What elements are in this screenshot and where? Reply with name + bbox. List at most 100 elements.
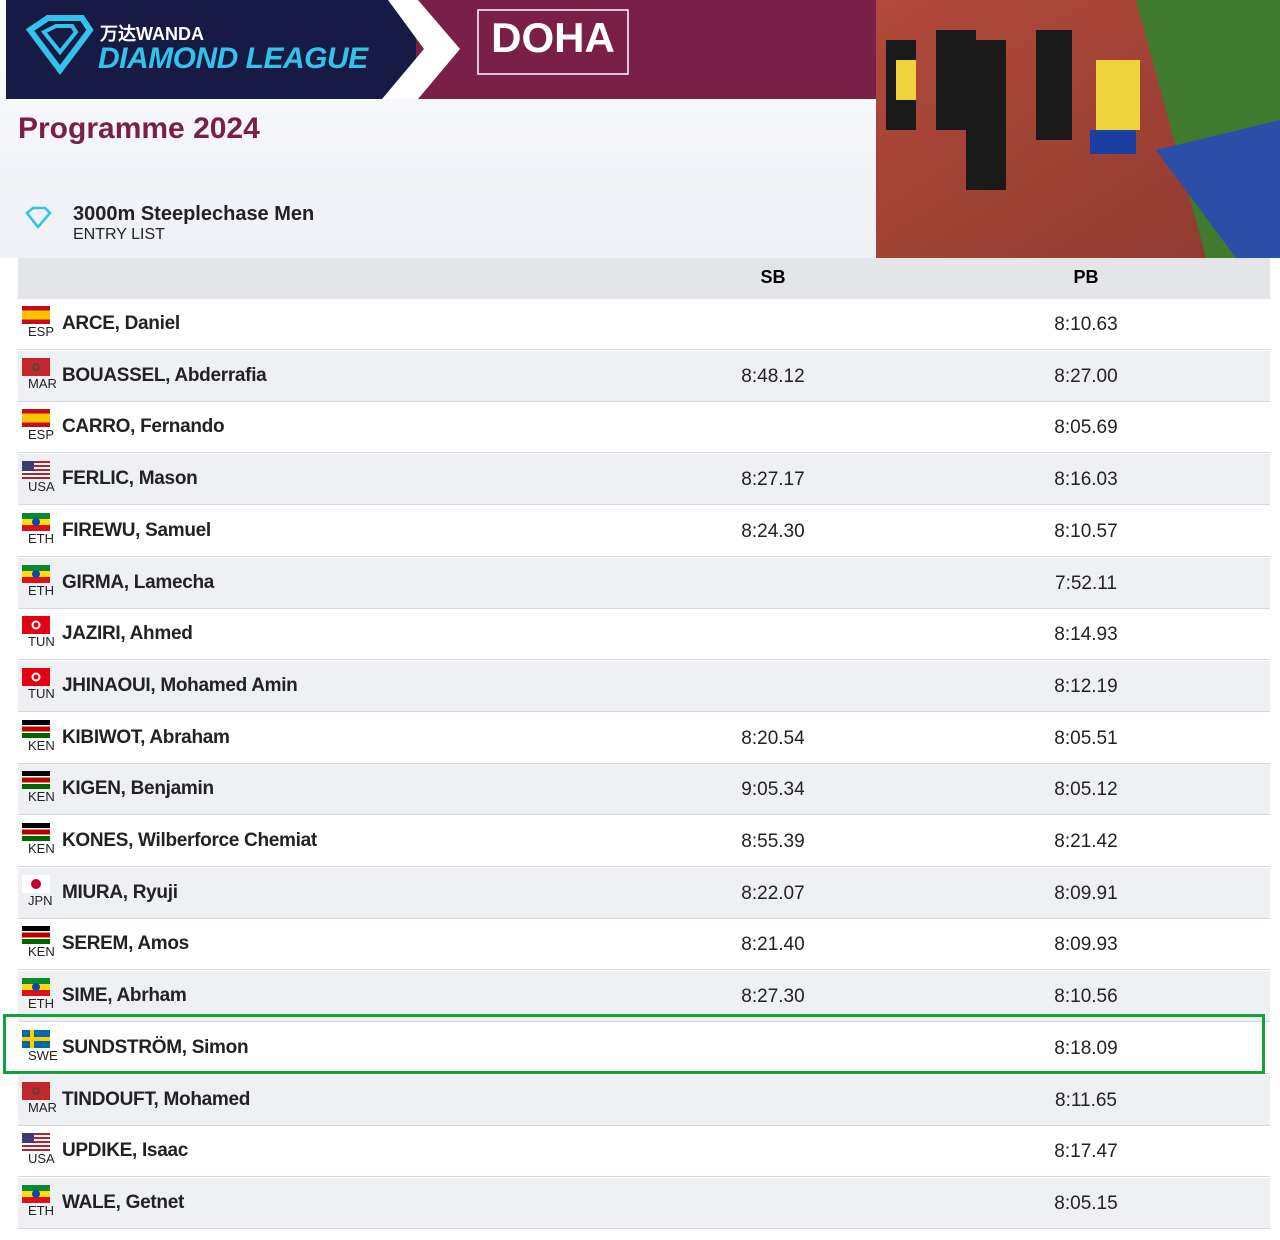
personal-best: 8:10.56 — [1054, 986, 1118, 1008]
athlete-name: SUNDSTRÖM, Simon — [62, 1036, 249, 1058]
personal-best: 8:21.42 — [1054, 831, 1118, 852]
flag — [22, 719, 50, 738]
flag — [22, 409, 50, 428]
country-code: USA — [28, 1151, 55, 1167]
personal-best: 8:05.15 — [1054, 1192, 1118, 1214]
athlete-name: JHINAOUI, Mohamed Amin — [62, 674, 298, 696]
athlete-name: JAZIRI, Ahmed — [62, 623, 193, 645]
country-code: TUN — [28, 685, 55, 701]
banner — [6, 0, 876, 99]
athlete-name: FIREWU, Samuel — [62, 519, 211, 541]
country-code: ESP — [28, 427, 55, 443]
athlete-name: GIRMA, Lamecha — [62, 571, 215, 593]
personal-best: 8:05.12 — [1054, 779, 1118, 801]
athlete-name: TINDOUFT, Mohamed — [62, 1088, 251, 1110]
table-row: ETH GIRMA, Lamecha 7:52.11 — [18, 557, 1270, 609]
season-best: 8:55.39 — [741, 831, 805, 852]
table-row: KEN KONES, Wilberforce Chemiat 8:55.39 8:21… — [18, 816, 1270, 867]
flag — [22, 512, 50, 531]
column-header: SB — [760, 267, 786, 287]
country-code: USA — [28, 479, 55, 495]
flag — [22, 1029, 50, 1048]
flag — [22, 1184, 50, 1203]
flag — [22, 1133, 50, 1152]
brand: DIAMOND LEAGUE — [98, 42, 368, 75]
country-code: SWE — [28, 1047, 58, 1063]
flag — [22, 357, 50, 376]
personal-best: 8:12.19 — [1054, 675, 1118, 697]
flag — [22, 1081, 50, 1100]
athlete-name: WALE, Getnet — [62, 1191, 185, 1213]
personal-best: 8:09.91 — [1054, 882, 1118, 904]
season-best: 9:05.34 — [741, 779, 805, 801]
event-subtitle: ENTRY LIST — [73, 226, 165, 243]
flag — [22, 771, 50, 790]
country-code: ETH — [28, 1202, 54, 1218]
table-row: TUN JHINAOUI, Mohamed Amin 8:12.19 — [18, 660, 1270, 712]
programme-title: Programme 2024 — [18, 112, 260, 145]
table-row: MAR TINDOUFT, Mohamed 8:11.65 — [18, 1074, 1270, 1126]
personal-best: 8:09.93 — [1054, 934, 1118, 956]
table-row: ETH WALE, Getnet 8:05.15 — [18, 1177, 1270, 1229]
flag — [22, 978, 50, 997]
personal-best: 8:10.57 — [1054, 520, 1118, 542]
personal-best: 8:16.03 — [1054, 469, 1118, 491]
table-row: USA UPDIKE, Isaac 8:17.47 — [18, 1126, 1270, 1178]
country-code: ESP — [28, 324, 55, 339]
flag — [22, 306, 50, 324]
athlete-name: KIGEN, Benjamin — [62, 778, 214, 800]
highlight-box — [3, 1014, 1265, 1074]
country-code: KEN — [28, 789, 55, 805]
athlete-name: CARRO, Fernando — [62, 416, 225, 438]
brand-small: 万达WANDA — [100, 24, 204, 44]
table-row: ESP ARCE, Daniel 8:10.63 — [18, 299, 1270, 350]
athlete-name: SIME, Abrham — [62, 985, 187, 1007]
table-row: ETH SIME, Abrham 8:27.30 8:10.56 — [18, 971, 1270, 1023]
country-code: ETH — [28, 530, 54, 546]
table-header: SB PB — [18, 258, 1270, 300]
table-row: KEN SEREM, Amos 8:21.40 8:09.93 — [18, 919, 1270, 971]
personal-best: 8:05.69 — [1054, 417, 1118, 439]
season-best: 8:24.30 — [741, 520, 805, 542]
athlete-name: MIURA, Ryuji — [62, 881, 178, 903]
table-row: KEN KIBIWOT, Abraham 8:20.54 8:05.51 — [18, 712, 1270, 764]
personal-best: 8:05.51 — [1054, 727, 1118, 749]
season-best: 8:48.12 — [741, 365, 805, 387]
country-code: MAR — [28, 375, 57, 391]
flag — [22, 874, 50, 893]
table-row: KEN KIGEN, Benjamin 9:05.34 8:05.12 — [18, 764, 1270, 816]
personal-best: 8:11.65 — [1055, 1089, 1117, 1111]
athlete-name: KIBIWOT, Abraham — [62, 726, 230, 748]
country-code: KEN — [28, 737, 55, 753]
table-row: JPN MIURA, Ryuji 8:22.07 8:09.91 — [18, 867, 1270, 919]
country-code: KEN — [28, 841, 55, 856]
flag — [22, 667, 50, 686]
season-best: 8:20.54 — [741, 727, 805, 749]
country-code: KEN — [28, 944, 55, 960]
country-code: TUN — [28, 634, 55, 650]
table-row: ETH FIREWU, Samuel 8:24.30 8:10.57 — [18, 505, 1270, 557]
athlete-name: ARCE, Daniel — [62, 313, 180, 334]
athlete-name: UPDIKE, Isaac — [62, 1140, 188, 1162]
table-row: MAR BOUASSEL, Abderrafia 8:48.12 8:27.00 — [18, 350, 1270, 402]
flag — [22, 926, 50, 945]
season-best: 8:27.17 — [741, 469, 805, 491]
season-best: 8:22.07 — [741, 882, 805, 904]
column-header: PB — [1073, 267, 1099, 287]
flag — [22, 461, 50, 480]
flag — [22, 564, 50, 583]
athlete-name: BOUASSEL, Abderrafia — [62, 364, 267, 386]
season-best: 8:21.40 — [741, 934, 805, 956]
table-row: SWE SUNDSTRÖM, Simon 8:18.09 — [18, 1022, 1270, 1074]
personal-best: 8:14.93 — [1054, 624, 1118, 646]
table-row: TUN JAZIRI, Ahmed 8:14.93 — [18, 609, 1270, 661]
country-code: ETH — [28, 582, 54, 598]
event-title: 3000m Steeplechase Men — [73, 203, 315, 225]
athlete-name: SEREM, Amos — [62, 933, 189, 955]
meeting: DOHA — [491, 14, 615, 61]
personal-best: 8:27.00 — [1054, 365, 1118, 387]
country-code: JPN — [28, 892, 53, 908]
athlete-name: KONES, Wilberforce Chemiat — [62, 830, 317, 851]
flag — [22, 823, 50, 841]
